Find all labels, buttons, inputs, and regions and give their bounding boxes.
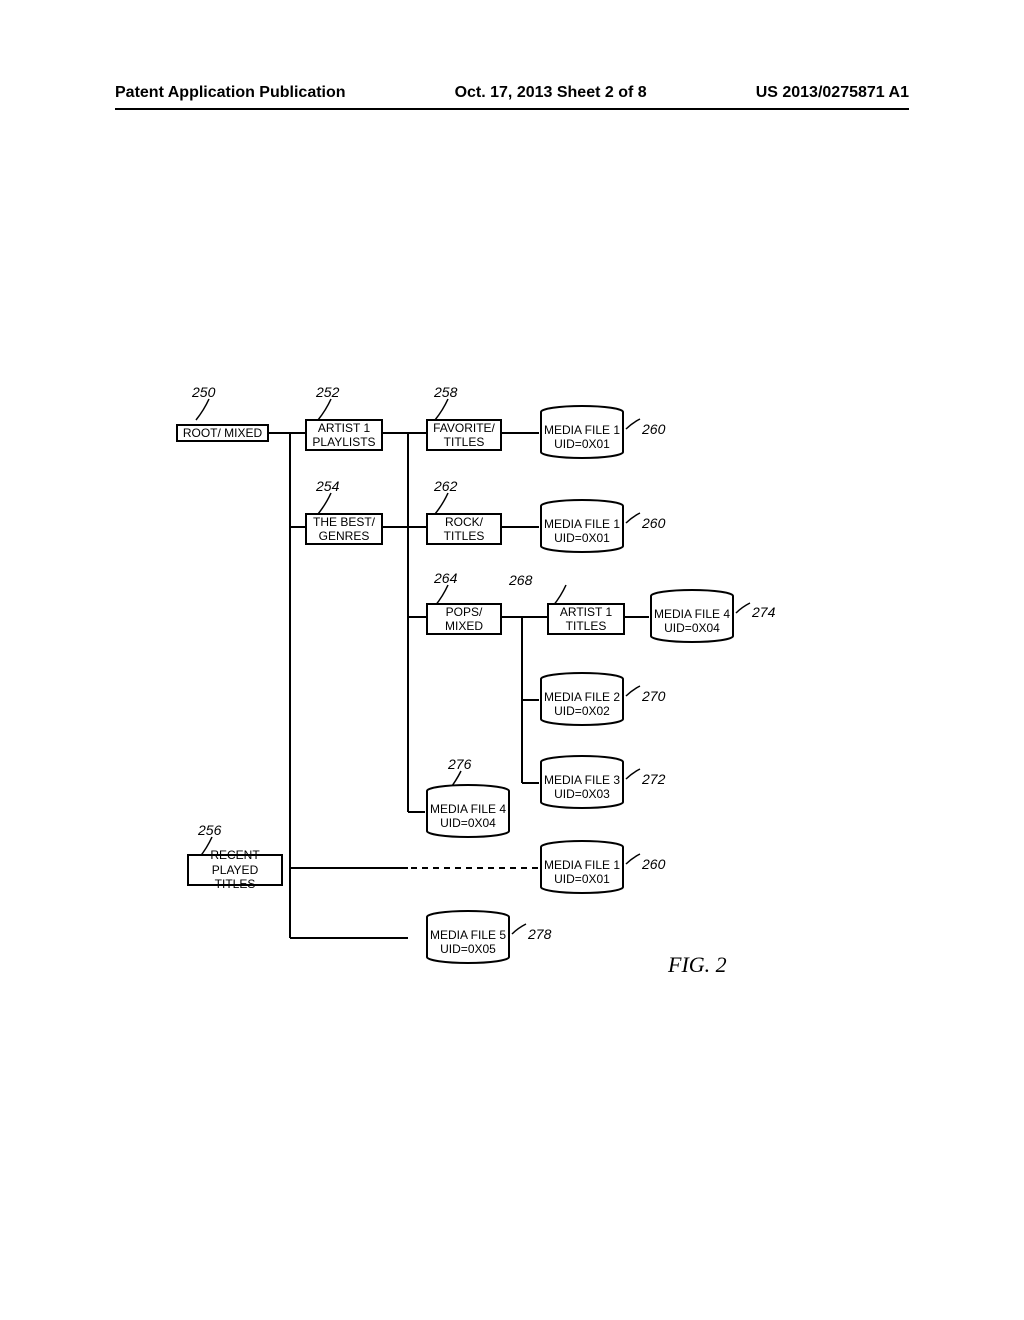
ref-278: 278 (528, 926, 551, 942)
cyl-line2: UID=0X04 (440, 816, 496, 830)
ref-274: 274 (752, 604, 775, 620)
ref-256: 256 (198, 822, 221, 838)
box-pops-mixed: POPS/ MIXED (426, 603, 502, 635)
ref-262: 262 (434, 478, 457, 494)
box-line2: TITLES (215, 877, 256, 891)
box-line1: FAVORITE/ (433, 421, 495, 435)
box-artist1-titles: ARTIST 1 TITLES (547, 603, 625, 635)
cyl-mf1b: MEDIA FILE 1 UID=0X01 (539, 498, 625, 554)
ref-260a: 260 (642, 421, 665, 437)
cyl-line2: UID=0X01 (554, 872, 610, 886)
ref-276: 276 (448, 756, 471, 772)
cyl-line1: MEDIA FILE 1 (544, 423, 620, 437)
ref-260c: 260 (642, 856, 665, 872)
ref-268: 268 (509, 572, 532, 588)
cyl-line1: MEDIA FILE 5 (430, 928, 506, 942)
box-line2: TITLES (566, 619, 607, 633)
cyl-mf4b: MEDIA FILE 4 UID=0X04 (425, 783, 511, 839)
cyl-line2: UID=0X01 (554, 531, 610, 545)
cyl-line1: MEDIA FILE 1 (544, 517, 620, 531)
cyl-line1: MEDIA FILE 4 (430, 802, 506, 816)
cyl-mf5: MEDIA FILE 5 UID=0X05 (425, 909, 511, 965)
box-favorite-titles: FAVORITE/ TITLES (426, 419, 502, 451)
box-line1: ARTIST 1 (318, 421, 370, 435)
cyl-mf4a: MEDIA FILE 4 UID=0X04 (649, 588, 735, 644)
ref-258: 258 (434, 384, 457, 400)
box-thebest-genres: THE BEST/ GENRES (305, 513, 383, 545)
box-line1: ARTIST 1 (560, 605, 612, 619)
box-root: ROOT/ MIXED (176, 424, 269, 442)
box-label: ROOT/ MIXED (183, 426, 262, 440)
box-artist1-playlists: ARTIST 1 PLAYLISTS (305, 419, 383, 451)
ref-270: 270 (642, 688, 665, 704)
ref-272: 272 (642, 771, 665, 787)
ref-254: 254 (316, 478, 339, 494)
cyl-line1: MEDIA FILE 4 (654, 607, 730, 621)
cyl-line1: MEDIA FILE 1 (544, 858, 620, 872)
box-line2: PLAYLISTS (312, 435, 375, 449)
connectors (0, 0, 1024, 1320)
box-line1: POPS/ (446, 605, 483, 619)
cyl-line2: UID=0X05 (440, 942, 496, 956)
ref-252: 252 (316, 384, 339, 400)
cyl-line2: UID=0X01 (554, 437, 610, 451)
cyl-line2: UID=0X02 (554, 704, 610, 718)
ref-264: 264 (434, 570, 457, 586)
box-line1: RECENT PLAYED (189, 848, 281, 877)
figure-label: FIG. 2 (668, 952, 727, 978)
box-line2: GENRES (319, 529, 370, 543)
cyl-mf1c: MEDIA FILE 1 UID=0X01 (539, 839, 625, 895)
ref-260b: 260 (642, 515, 665, 531)
cyl-mf3: MEDIA FILE 3 UID=0X03 (539, 754, 625, 810)
cyl-mf1a: MEDIA FILE 1 UID=0X01 (539, 404, 625, 460)
box-line2: MIXED (445, 619, 483, 633)
ref-250: 250 (192, 384, 215, 400)
diagram: ROOT/ MIXED ARTIST 1 PLAYLISTS THE BEST/… (0, 0, 1024, 1320)
cyl-mf2: MEDIA FILE 2 UID=0X02 (539, 671, 625, 727)
box-line2: TITLES (444, 435, 485, 449)
box-recent-played: RECENT PLAYED TITLES (187, 854, 283, 886)
cyl-line1: MEDIA FILE 3 (544, 773, 620, 787)
cyl-line1: MEDIA FILE 2 (544, 690, 620, 704)
box-line1: THE BEST/ (313, 515, 375, 529)
cyl-line2: UID=0X03 (554, 787, 610, 801)
box-rock-titles: ROCK/ TITLES (426, 513, 502, 545)
box-line1: ROCK/ (445, 515, 483, 529)
box-line2: TITLES (444, 529, 485, 543)
cyl-line2: UID=0X04 (664, 621, 720, 635)
